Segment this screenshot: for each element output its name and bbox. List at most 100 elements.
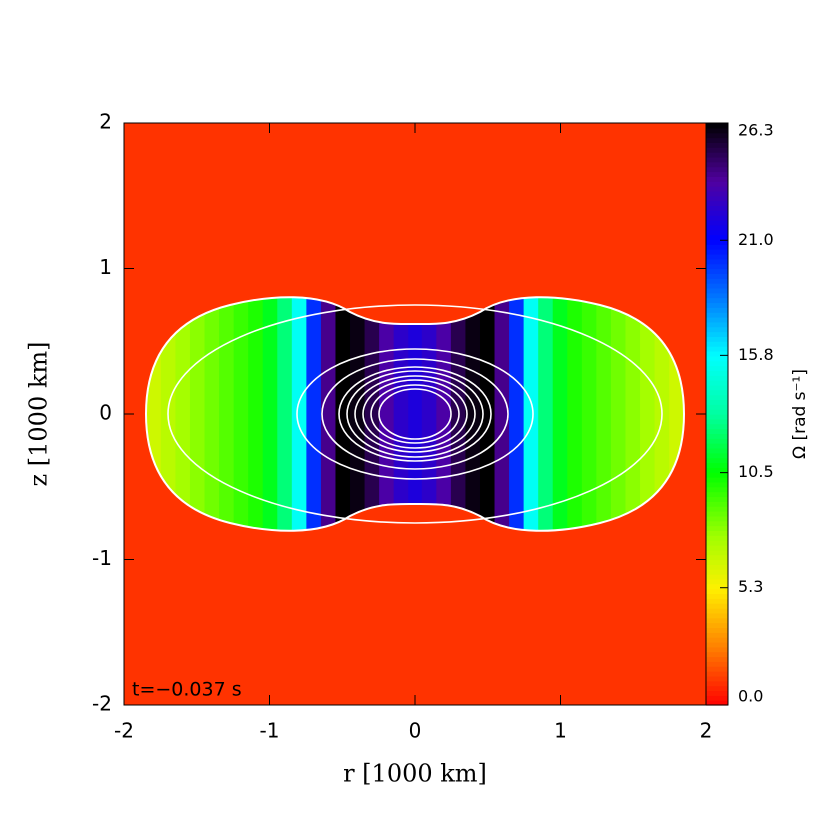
colorbar-segment — [706, 186, 728, 192]
colorbar-segment — [706, 535, 728, 541]
y-tick-label: -1 — [92, 546, 112, 570]
colorbar-segment — [706, 360, 728, 367]
omega-stripe — [567, 297, 583, 531]
colorbar-segment — [706, 268, 728, 274]
colorbar-segment — [706, 215, 728, 221]
omega-stripe — [305, 297, 321, 531]
omega-stripe — [276, 297, 292, 531]
colorbar-segment — [706, 593, 728, 599]
colorbar-segment — [706, 331, 728, 337]
colorbar-segment — [706, 646, 728, 653]
colorbar-segment — [706, 370, 728, 376]
colorbar-segment — [706, 675, 728, 682]
colorbar-segment — [706, 239, 728, 245]
colorbar-segment — [706, 404, 728, 410]
colorbar-segment — [706, 273, 728, 279]
colorbar-segment — [706, 409, 728, 415]
colorbar-segment — [706, 166, 728, 173]
colorbar-segment — [706, 603, 728, 609]
colorbar-segment — [706, 341, 728, 347]
colorbar-segment — [706, 389, 728, 396]
colorbar-segment — [706, 491, 728, 498]
omega-stripe — [509, 297, 525, 531]
colorbar-segment — [706, 637, 728, 643]
colorbar-segment — [706, 200, 728, 207]
colorbar-segment — [706, 244, 728, 250]
colorbar-segment — [706, 297, 728, 304]
colorbar-segment — [706, 263, 728, 270]
colorbar-segment — [706, 428, 728, 434]
colorbar-segment — [706, 549, 728, 556]
colorbar-segment — [706, 511, 728, 517]
omega-stripe — [596, 297, 612, 531]
omega-stripe — [552, 297, 569, 531]
colorbar-segment — [706, 520, 728, 527]
rotation-field — [146, 297, 684, 531]
colorbar-segment — [706, 224, 728, 231]
omega-stripe — [232, 297, 249, 531]
colorbar-segment — [706, 399, 728, 405]
x-tick-label: 0 — [409, 719, 422, 743]
colorbar-segment — [706, 132, 728, 139]
colorbar-segment — [706, 287, 728, 294]
colorbar-segment — [706, 127, 728, 134]
colorbar-segment — [706, 467, 728, 473]
colorbar-segment — [706, 540, 728, 546]
x-tick-label: -1 — [260, 719, 280, 743]
colorbar-segment — [706, 515, 728, 522]
colorbar-segment — [706, 666, 728, 672]
y-tick-label: -2 — [92, 692, 112, 716]
contours — [144, 296, 686, 532]
colorbar-segment — [706, 554, 728, 561]
colorbar-segment — [706, 501, 728, 507]
colorbar-segment — [706, 423, 728, 430]
colorbar-segment — [706, 627, 728, 633]
time-annotation: t=−0.037 s — [132, 679, 242, 701]
colorbar-tick-label: 26.3 — [738, 121, 774, 140]
colorbar-segment — [706, 350, 728, 357]
omega-stripe — [581, 297, 598, 531]
colorbar-segment — [706, 253, 728, 260]
x-tick-label: 2 — [700, 719, 713, 743]
omega-stripe — [247, 297, 263, 531]
colorbar-segment — [706, 234, 728, 240]
colorbar-segment — [706, 190, 728, 197]
colorbar-segment — [706, 641, 728, 648]
colorbar-segment — [706, 418, 728, 425]
omega-stripe — [640, 297, 656, 531]
colorbar-segment — [706, 452, 728, 459]
colorbar-segment — [706, 414, 728, 420]
colorbar-tick-label: 21.0 — [738, 230, 774, 249]
colorbar-tick-label: 15.8 — [738, 345, 774, 364]
omega-stripe — [494, 297, 511, 531]
omega-stripe — [261, 297, 278, 531]
colorbar-segment — [706, 375, 728, 381]
colorbar-segment — [706, 171, 728, 177]
colorbar-segment — [706, 632, 728, 638]
colorbar-segment — [706, 205, 728, 211]
colorbar-segment — [706, 156, 728, 163]
colorbar-segment — [706, 292, 728, 299]
colorbar-segment — [706, 690, 728, 696]
colorbar-segment — [706, 380, 728, 386]
omega-stripe — [188, 297, 205, 531]
omega-stripe — [625, 297, 642, 531]
omega-stripe — [479, 297, 496, 531]
colorbar-segment — [706, 447, 728, 454]
colorbar-segment — [706, 671, 728, 677]
colorbar-segment — [706, 685, 728, 692]
colorbar-tick-label: 0.0 — [738, 687, 763, 706]
colorbar-segment — [706, 583, 728, 590]
colorbar-segment — [706, 608, 728, 614]
colorbar-segment — [706, 612, 728, 619]
omega-stripe — [407, 297, 423, 531]
colorbar-segment — [706, 462, 728, 468]
omega-stripe — [290, 297, 307, 531]
colorbar-segment — [706, 481, 728, 488]
x-tick-label: -2 — [114, 719, 134, 743]
colorbar-segment — [706, 525, 728, 531]
colorbar-segment — [706, 506, 728, 512]
omega-stripe — [378, 297, 394, 531]
colorbar-segment — [706, 588, 728, 595]
